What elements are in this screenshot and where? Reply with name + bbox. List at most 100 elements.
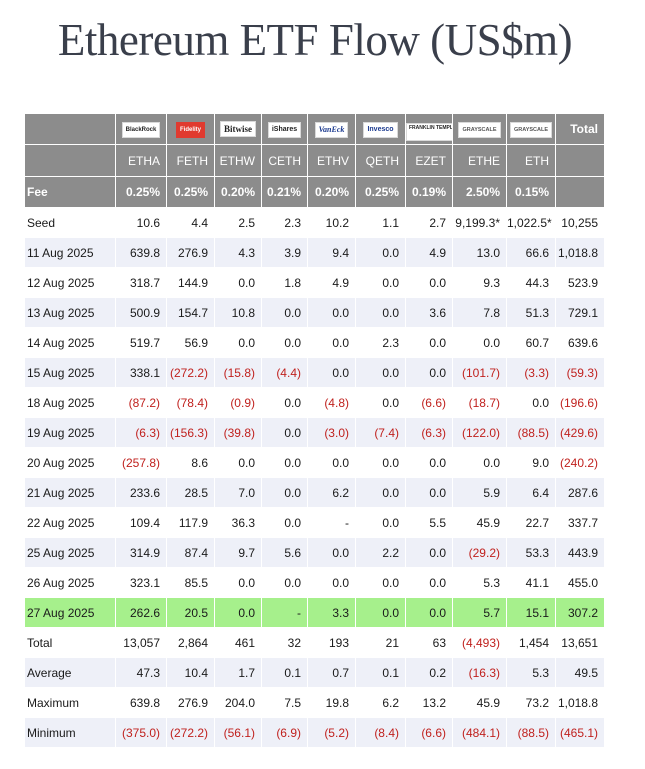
flow-cell: (272.2)	[166, 357, 215, 388]
flow-cell: 0.0	[355, 267, 406, 298]
flow-cell: 45.9	[452, 687, 507, 718]
flow-cell: 154.7	[166, 297, 215, 328]
ticker-cell: ETHA	[115, 144, 167, 177]
flow-cell: 0.0	[307, 357, 356, 388]
flow-cell: 0.0	[355, 597, 406, 628]
flow-cell: 2.5	[214, 207, 262, 238]
flow-cell: 0.1	[355, 657, 406, 688]
row-label: Minimum	[24, 717, 116, 748]
flow-cell: (4.4)	[261, 357, 308, 388]
flow-cell: 8.6	[166, 447, 215, 478]
row-total-cell: 337.7	[555, 507, 605, 538]
table-row: Seed 10.6 4.4 2.5 2.3 10.2 1.1 2.7 9,199.3* 1,022…	[24, 207, 605, 238]
flow-cell: 3.3	[307, 597, 356, 628]
flow-cell: 45.9	[452, 507, 507, 538]
row-label: 14 Aug 2025	[24, 327, 116, 358]
flow-cell: (39.8)	[214, 417, 262, 448]
flow-cell: 0.0	[506, 387, 556, 418]
ticker-cell: CETH	[261, 144, 308, 177]
row-label: 12 Aug 2025	[24, 267, 116, 298]
flow-cell: 87.4	[166, 537, 215, 568]
flow-cell: 144.9	[166, 267, 215, 298]
flow-cell: 338.1	[115, 357, 167, 388]
row-label: 27 Aug 2025	[24, 597, 116, 628]
table-row: 14 Aug 2025 519.7 56.9 0.0 0.0 0.0 2.3 0.0 0.0 60…	[24, 327, 605, 358]
flow-cell: 117.9	[166, 507, 215, 538]
flow-cell: 5.9	[452, 477, 507, 508]
flow-cell: (78.4)	[166, 387, 215, 418]
flow-cell: (484.1)	[452, 717, 507, 748]
ticker-cell: ETHE	[452, 144, 507, 177]
flow-cell: (6.6)	[405, 717, 453, 748]
flow-cell: 0.0	[355, 237, 406, 268]
flow-cell: 0.0	[355, 297, 406, 328]
row-label: 22 Aug 2025	[24, 507, 116, 538]
table-row: 26 Aug 2025 323.1 85.5 0.0 0.0 0.0 0.0 0.0 5.3 41…	[24, 567, 605, 598]
flow-cell: 0.0	[355, 357, 406, 388]
issuer-logo: Invesco	[355, 113, 406, 145]
row-total-cell: 455.0	[555, 567, 605, 598]
flow-cell: 500.9	[115, 297, 167, 328]
flow-cell: (6.3)	[115, 417, 167, 448]
flow-cell: 56.9	[166, 327, 215, 358]
chart-title: Ethereum ETF Flow (US$m)	[57, 15, 573, 65]
flow-cell: 10.4	[166, 657, 215, 688]
flow-cell: 0.0	[261, 567, 308, 598]
flow-cell: 6.2	[307, 477, 356, 508]
fee-cell: 0.15%	[506, 176, 556, 208]
row-label: 20 Aug 2025	[24, 447, 116, 478]
flow-cell: (6.6)	[405, 387, 453, 418]
flow-cell: 32	[261, 627, 308, 658]
table-row: 18 Aug 2025 (87.2) (78.4) (0.9) 0.0 (4.8) 0.0(…	[24, 387, 605, 418]
franklin-templeton-logo: FRANKLIN TEMPLETON	[406, 122, 452, 141]
table-row: Average 47.3 10.4 1.7 0.1 0.7 0.1 0.2 (16.3) 5.3 4…	[24, 657, 605, 688]
flow-cell: 36.3	[214, 507, 262, 538]
flow-cell: 47.3	[115, 657, 167, 688]
row-total-cell: (465.1)	[555, 717, 605, 748]
flow-cell: (375.0)	[115, 717, 167, 748]
flow-cell: 4.9	[307, 267, 356, 298]
fee-cell: 2.50%	[452, 176, 507, 208]
flow-cell: (56.1)	[214, 717, 262, 748]
flow-cell: 0.0	[214, 567, 262, 598]
flow-cell: (88.5)	[506, 717, 556, 748]
row-label: 13 Aug 2025	[24, 297, 116, 328]
flow-cell: 9,199.3*	[452, 207, 507, 238]
row-total-cell: 639.6	[555, 327, 605, 358]
row-label: 18 Aug 2025	[24, 387, 116, 418]
issuer-logo: GRAYSCALE	[452, 113, 507, 145]
flow-cell: (8.4)	[355, 717, 406, 748]
flow-cell: (7.4)	[355, 417, 406, 448]
fee-total-cell	[555, 176, 605, 208]
flow-cell: 85.5	[166, 567, 215, 598]
flow-cell: 262.6	[115, 597, 167, 628]
flow-cell: 7.8	[452, 297, 507, 328]
flow-cell: (6.3)	[405, 417, 453, 448]
flow-cell: 0.0	[405, 447, 453, 478]
flow-cell: 5.3	[452, 567, 507, 598]
flow-cell: 109.4	[115, 507, 167, 538]
flow-cell: 7.5	[261, 687, 308, 718]
flow-cell: 4.3	[214, 237, 262, 268]
row-label: 15 Aug 2025	[24, 357, 116, 388]
row-total-cell: 307.2	[555, 597, 605, 628]
flow-cell: 0.0	[405, 597, 453, 628]
vaneck-logo: VanEck	[314, 121, 349, 138]
issuer-logo: VanEck	[307, 113, 356, 145]
flow-cell: 461	[214, 627, 262, 658]
flow-cell: 0.0	[405, 267, 453, 298]
flow-cell: 0.0	[214, 597, 262, 628]
row-total-cell: 49.5	[555, 657, 605, 688]
flow-cell: 0.0	[261, 327, 308, 358]
issuer-logo: Bitwise	[214, 113, 262, 145]
flow-cell: (16.3)	[452, 657, 507, 688]
invesco-logo: Invesco	[363, 122, 398, 138]
flow-cell: (6.9)	[261, 717, 308, 748]
row-label: 26 Aug 2025	[24, 567, 116, 598]
flow-cell: 0.0	[261, 507, 308, 538]
flow-cell: 10.8	[214, 297, 262, 328]
grayscale-logo: GRAYSCALE	[458, 122, 501, 138]
corner-cell	[24, 113, 116, 145]
flow-cell: (18.7)	[452, 387, 507, 418]
flow-cell: 639.8	[115, 687, 167, 718]
